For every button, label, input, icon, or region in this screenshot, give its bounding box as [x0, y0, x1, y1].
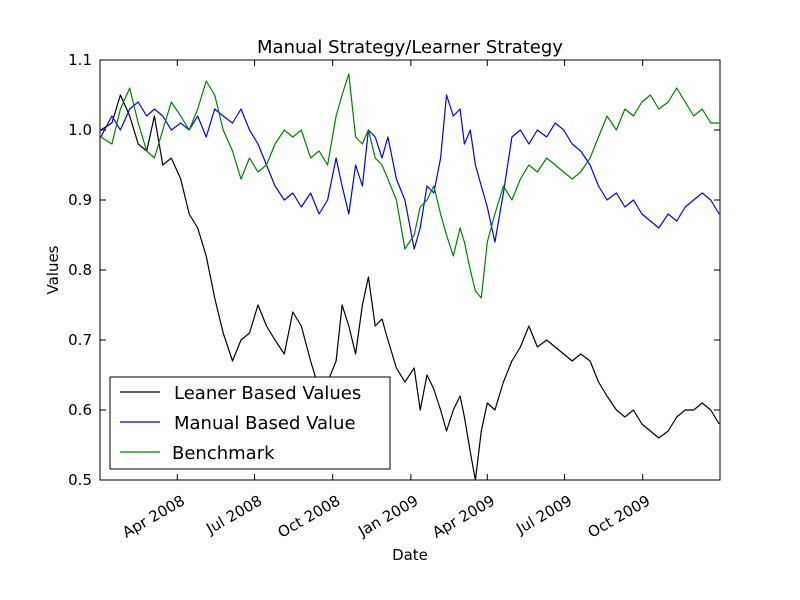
series-line-0 — [100, 94, 720, 481]
series-layer — [100, 73, 720, 481]
legend-label-manual: Manual Based Value — [174, 413, 356, 434]
y-tick-label: 0.7 — [68, 331, 92, 349]
x-axis-label: Date — [392, 546, 428, 564]
y-axis-label: Values — [44, 245, 62, 294]
y-tick-label: 1.0 — [68, 121, 92, 139]
y-tick-label: 1.1 — [68, 51, 92, 69]
y-tick-label: 0.6 — [68, 401, 92, 419]
y-tick-label: 0.8 — [68, 261, 92, 279]
series-line-2 — [100, 73, 720, 299]
y-tick-label: 0.5 — [68, 471, 92, 489]
legend-label-learner: Leaner Based Values — [174, 383, 361, 404]
y-tick-label: 0.9 — [68, 191, 92, 209]
legend: Leaner Based Values Manual Based Value B… — [109, 376, 391, 470]
chart-title: Manual Strategy/Learner Strategy — [257, 37, 563, 58]
legend-label-benchmark: Benchmark — [172, 443, 275, 464]
series-line-1 — [100, 94, 720, 250]
